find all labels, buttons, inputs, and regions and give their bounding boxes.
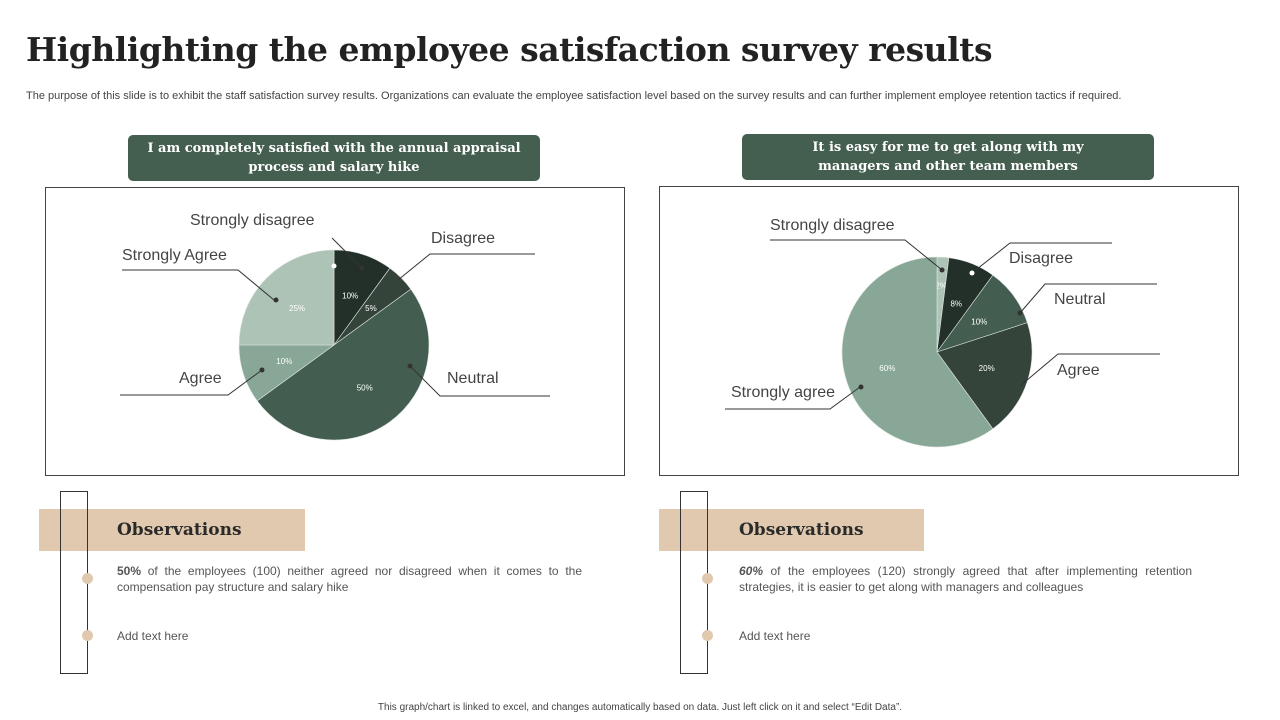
chart1-label-strongly-disagree: Strongly disagree [190, 212, 315, 229]
chart2-label-disagree: Disagree [1009, 250, 1074, 267]
pie1-value-label: 10% [276, 357, 292, 366]
bullet-dot [702, 630, 713, 641]
chart2-label-strongly-agree: Strongly agree [731, 384, 836, 401]
pie2-slice-agree[interactable] [936, 322, 1033, 430]
observation-extra-1: Add text here [117, 629, 189, 643]
chart2-label-neutral: Neutral [1054, 291, 1106, 308]
pie1-value-label: 5% [365, 304, 377, 313]
observation-extra-2: Add text here [739, 629, 811, 643]
chart2-label-agree: Agree [1057, 362, 1100, 379]
pie2-value-label: 8% [950, 299, 962, 308]
observation-body: of the employees (100) neither agreed no… [117, 564, 582, 594]
chart2-label-strongly-disagree: Strongly disagree [770, 217, 895, 234]
pie1-value-label: 10% [342, 291, 358, 300]
chart2-header: It is easy for me to get along with my m… [742, 134, 1154, 180]
observation-text-2: 60% of the employees (120) strongly agre… [739, 563, 1192, 595]
chart2-frame[interactable] [659, 186, 1239, 476]
observations-heading-2: Observations [659, 509, 924, 551]
leader-lines [120, 237, 1160, 410]
pie1-slice-neutral[interactable] [256, 288, 430, 441]
bullet-dot [82, 573, 93, 584]
chart1-label-disagree: Disagree [431, 230, 496, 247]
chart1-header: I am completely satisfied with the annua… [128, 135, 540, 181]
observation-text-1: 50% of the employees (100) neither agree… [117, 563, 582, 595]
pie2-value-label: 2% [935, 282, 947, 291]
pie1-value-label: 25% [289, 304, 305, 313]
observation-body: of the employees (120) strongly agreed t… [739, 564, 1192, 594]
pie2-value-label: 10% [971, 317, 987, 326]
observation-highlight: 50% [117, 564, 142, 578]
pie1-value-label: 50% [357, 383, 373, 392]
footer-note: This graph/chart is linked to excel, and… [377, 702, 903, 713]
chart1-label-agree: Agree [179, 370, 222, 387]
bullet-dot [82, 630, 93, 641]
page-title: Highlighting the employee satisfaction s… [26, 30, 993, 69]
chart1-label-strongly-agree: Strongly Agree [122, 247, 227, 264]
page-subtitle: The purpose of this slide is to exhibit … [26, 90, 1122, 102]
pie1-slice-strongly-agree[interactable] [238, 249, 335, 346]
bullet-dot [702, 573, 713, 584]
chart1-frame[interactable] [45, 187, 625, 476]
pie2-value-label: 20% [979, 364, 995, 373]
observation-highlight: 60% [739, 564, 764, 578]
pie2-value-label: 60% [879, 364, 895, 373]
observations-heading-1: Observations [39, 509, 305, 551]
pie2-slice-strongly-agree[interactable] [841, 256, 994, 448]
chart1-label-neutral: Neutral [447, 370, 499, 387]
